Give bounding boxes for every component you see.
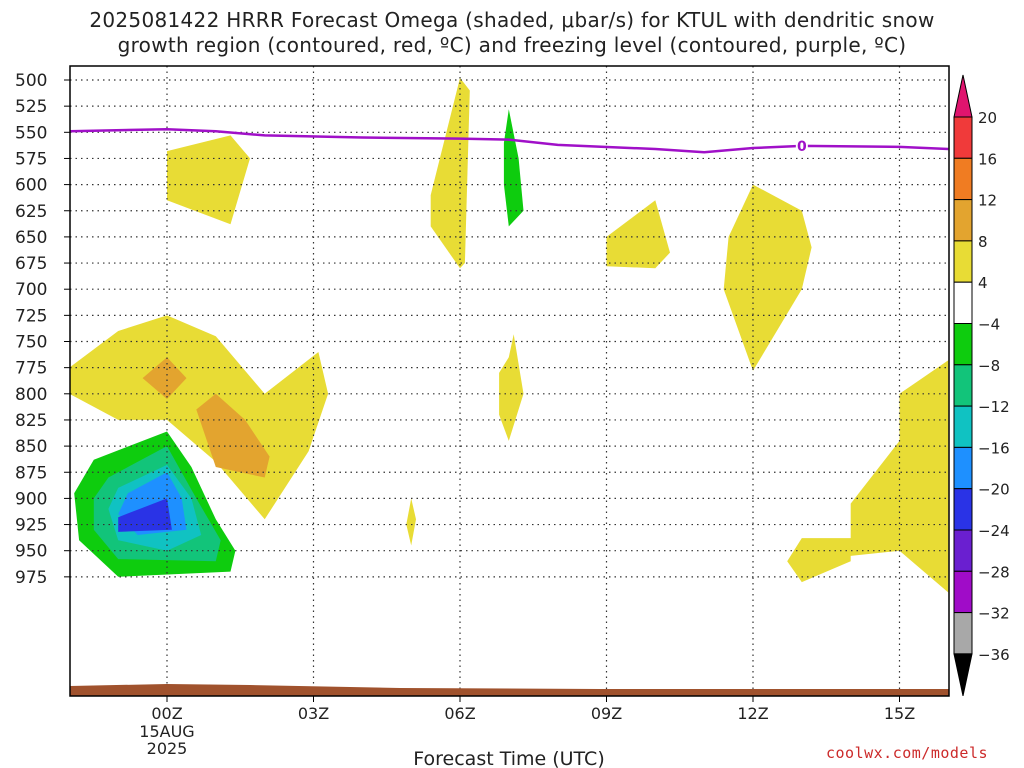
freezing-level-layer: 0 xyxy=(70,127,949,155)
colorbar-legend: 20 16 12 8 4 −4 −8 −12 −16 −20 −24 −28 −32 −36 xyxy=(953,74,1010,697)
chart-title: 2025081422 HRRR Forecast Omega (shaded, … xyxy=(0,8,1024,58)
y-tick-label-600: 600 xyxy=(15,176,47,196)
freezing-level-label-bg xyxy=(795,136,808,154)
omega-region-7 xyxy=(196,393,270,478)
x-tick-label-12Z: 12Z xyxy=(737,704,768,723)
y-tick-label-850: 850 xyxy=(15,437,47,457)
colorbar-level-2: 12 xyxy=(978,192,997,210)
freezing-level-line xyxy=(70,127,949,154)
x-tick-label-00Z: 00Z xyxy=(151,704,182,723)
colorbar-bin-10 xyxy=(953,529,973,572)
site-credit: coolwx.com/models xyxy=(826,744,989,762)
x-tick-label-03Z: 03Z xyxy=(298,704,329,723)
colorbar-bin-8 xyxy=(953,446,973,490)
colorbar-level-0: 20 xyxy=(978,109,997,127)
y-tick-label-550: 550 xyxy=(15,123,47,143)
colorbar-bin-11 xyxy=(953,570,973,614)
colorbar-level-13: −36 xyxy=(978,646,1010,664)
y-tick-label-650: 650 xyxy=(15,228,47,248)
y-tick-label-975: 975 xyxy=(15,568,47,588)
colorbar-bin-2 xyxy=(953,199,973,242)
y-tick-label-750: 750 xyxy=(15,333,47,353)
colorbar-bin-4 xyxy=(953,281,973,325)
colorbar-level-5: −4 xyxy=(978,316,1000,334)
y-tick-label-950: 950 xyxy=(15,542,47,562)
freezing-level-label: 0 xyxy=(797,139,807,155)
y-tick-label-675: 675 xyxy=(15,254,47,274)
omega-region-0 xyxy=(167,135,250,225)
x-date-label-1: 2025 xyxy=(147,739,188,758)
chart-title-line-2: growth region (contoured, red, ºC) and f… xyxy=(117,33,907,57)
chart-title-line-1: 2025081422 HRRR Forecast Omega (shaded, … xyxy=(89,8,935,32)
omega-region-3 xyxy=(606,200,670,269)
colorbar-bin-6 xyxy=(953,364,973,407)
colorbar-level-1: 16 xyxy=(978,150,997,168)
y-tick-label-825: 825 xyxy=(15,411,47,431)
colorbar-over-arrow xyxy=(953,74,973,118)
grid-lines xyxy=(70,66,949,696)
x-axis-title: Forecast Time (UTC) xyxy=(413,748,604,768)
omega-region-14 xyxy=(499,334,524,441)
y-tick-label-725: 725 xyxy=(15,306,47,326)
y-tick-label-775: 775 xyxy=(15,359,47,379)
y-tick-label-500: 500 xyxy=(15,71,47,91)
x-tick-label-09Z: 09Z xyxy=(591,704,622,723)
x-tick-label-06Z: 06Z xyxy=(444,704,475,723)
y-tick-label-900: 900 xyxy=(15,489,47,509)
colorbar-bin-1 xyxy=(953,157,973,201)
colorbar-level-4: 4 xyxy=(978,274,988,292)
y-tick-label-625: 625 xyxy=(15,202,47,222)
colorbar-bin-7 xyxy=(953,405,973,448)
y-tick-label-800: 800 xyxy=(15,385,47,405)
y-tick-label-875: 875 xyxy=(15,463,47,483)
y-tick-label-700: 700 xyxy=(15,280,47,300)
colorbar-level-12: −32 xyxy=(978,605,1010,623)
colorbar-level-3: 8 xyxy=(978,233,988,251)
omega-shaded-regions xyxy=(70,77,949,593)
colorbar-level-10: −24 xyxy=(978,522,1010,540)
omega-region-4 xyxy=(723,184,812,371)
plot-frame xyxy=(69,65,950,697)
x-tick-label-15Z: 15Z xyxy=(884,704,915,723)
omega-region-2 xyxy=(503,109,524,227)
y-axis: 500 525 550 575 600 625 650 675 700 725 750 775 800 8… xyxy=(15,71,70,588)
y-tick-label-925: 925 xyxy=(15,516,47,536)
colorbar-bin-9 xyxy=(953,488,973,531)
omega-region-12 xyxy=(118,498,172,532)
colorbar-level-11: −28 xyxy=(978,563,1010,581)
colorbar-level-6: −8 xyxy=(978,357,1000,375)
colorbar-level-7: −12 xyxy=(978,398,1010,416)
colorbar-level-9: −20 xyxy=(978,481,1010,499)
ground-layer xyxy=(70,684,949,696)
colorbar-bin-3 xyxy=(953,240,973,283)
colorbar-bin-5 xyxy=(953,323,973,366)
omega-region-13 xyxy=(406,498,416,546)
colorbar-under-arrow xyxy=(953,653,973,697)
omega-region-15 xyxy=(787,360,949,593)
colorbar-bin-12 xyxy=(953,612,973,655)
y-tick-label-575: 575 xyxy=(15,149,47,169)
colorbar-bin-0 xyxy=(953,116,973,159)
ground-strip xyxy=(70,684,949,696)
colorbar-level-8: −16 xyxy=(978,439,1010,457)
x-date-label-0: 15AUG xyxy=(139,722,194,741)
y-tick-label-525: 525 xyxy=(15,97,47,117)
